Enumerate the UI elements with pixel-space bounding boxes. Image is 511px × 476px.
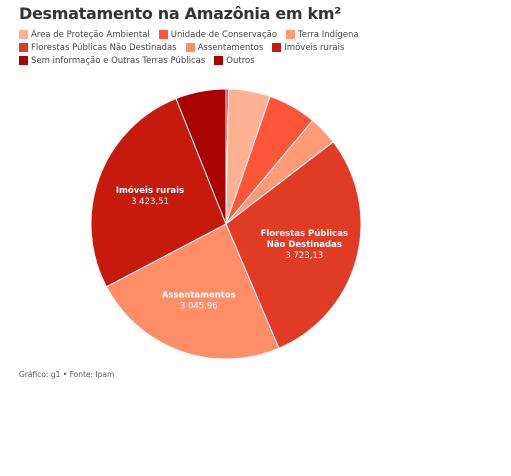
- legend-swatch: [19, 43, 28, 52]
- legend-row: Florestas Públicas Não Destinadas Assenta…: [19, 41, 499, 54]
- pie-slice[interactable]: [175, 88, 227, 225]
- legend-label: Terra Indígena: [298, 29, 359, 40]
- slice-value-label: 3 423,51: [131, 197, 169, 207]
- legend-item[interactable]: Terra Indígena: [286, 30, 359, 40]
- slice-value-label: 3 045,96: [180, 301, 218, 311]
- legend-item[interactable]: Unidade de Conservação: [158, 29, 278, 40]
- legend-label: Imóveis rurais: [284, 42, 345, 53]
- legend-item[interactable]: Área de Proteção Ambiental: [19, 30, 150, 40]
- legend-row: Sem informação e Outras Terras Públicas O…: [19, 54, 499, 67]
- legend-swatch: [158, 30, 168, 39]
- legend-swatch: [272, 43, 282, 52]
- legend-item[interactable]: Assentamentos: [185, 42, 264, 53]
- slice-label: Assentamentos: [162, 290, 236, 300]
- legend-label: Unidade de Conservação: [170, 29, 278, 40]
- legend-swatch: [19, 56, 28, 65]
- legend-item[interactable]: Florestas Públicas Não Destinadas: [19, 43, 177, 53]
- legend-item[interactable]: Sem informação e Outras Terras Públicas: [19, 56, 205, 66]
- chart-title: Desmatamento na Amazônia em km²: [19, 4, 341, 23]
- chart-source: Gráfico: g1 • Fonte: Ipam: [19, 370, 115, 379]
- pie-slice[interactable]: [90, 97, 227, 288]
- legend-swatch: [214, 56, 224, 65]
- pie-slice[interactable]: [225, 141, 362, 349]
- pie-slice[interactable]: [105, 223, 280, 360]
- slice-label: Florestas Públicas: [261, 229, 348, 239]
- slice-label: Imóveis rurais: [116, 185, 184, 196]
- slice-label: Não Destinadas: [267, 240, 342, 250]
- legend-row: Área de Proteção Ambiental Unidade de Con…: [19, 28, 499, 41]
- legend-label: Outros: [226, 55, 255, 66]
- legend-swatch: [185, 43, 195, 52]
- chart-legend: Área de Proteção Ambiental Unidade de Con…: [19, 28, 499, 67]
- legend-swatch: [286, 30, 296, 39]
- legend-label: Área de Proteção Ambiental: [31, 29, 150, 40]
- slice-value-label: 3 723,13: [285, 251, 323, 261]
- legend-label: Assentamentos: [197, 42, 264, 53]
- legend-swatch: [19, 30, 28, 39]
- legend-label: Florestas Públicas Não Destinadas: [31, 42, 177, 53]
- legend-item[interactable]: Imóveis rurais: [272, 43, 344, 53]
- legend-label: Sem informação e Outras Terras Públicas: [31, 55, 206, 66]
- legend-item[interactable]: Outros: [214, 55, 255, 66]
